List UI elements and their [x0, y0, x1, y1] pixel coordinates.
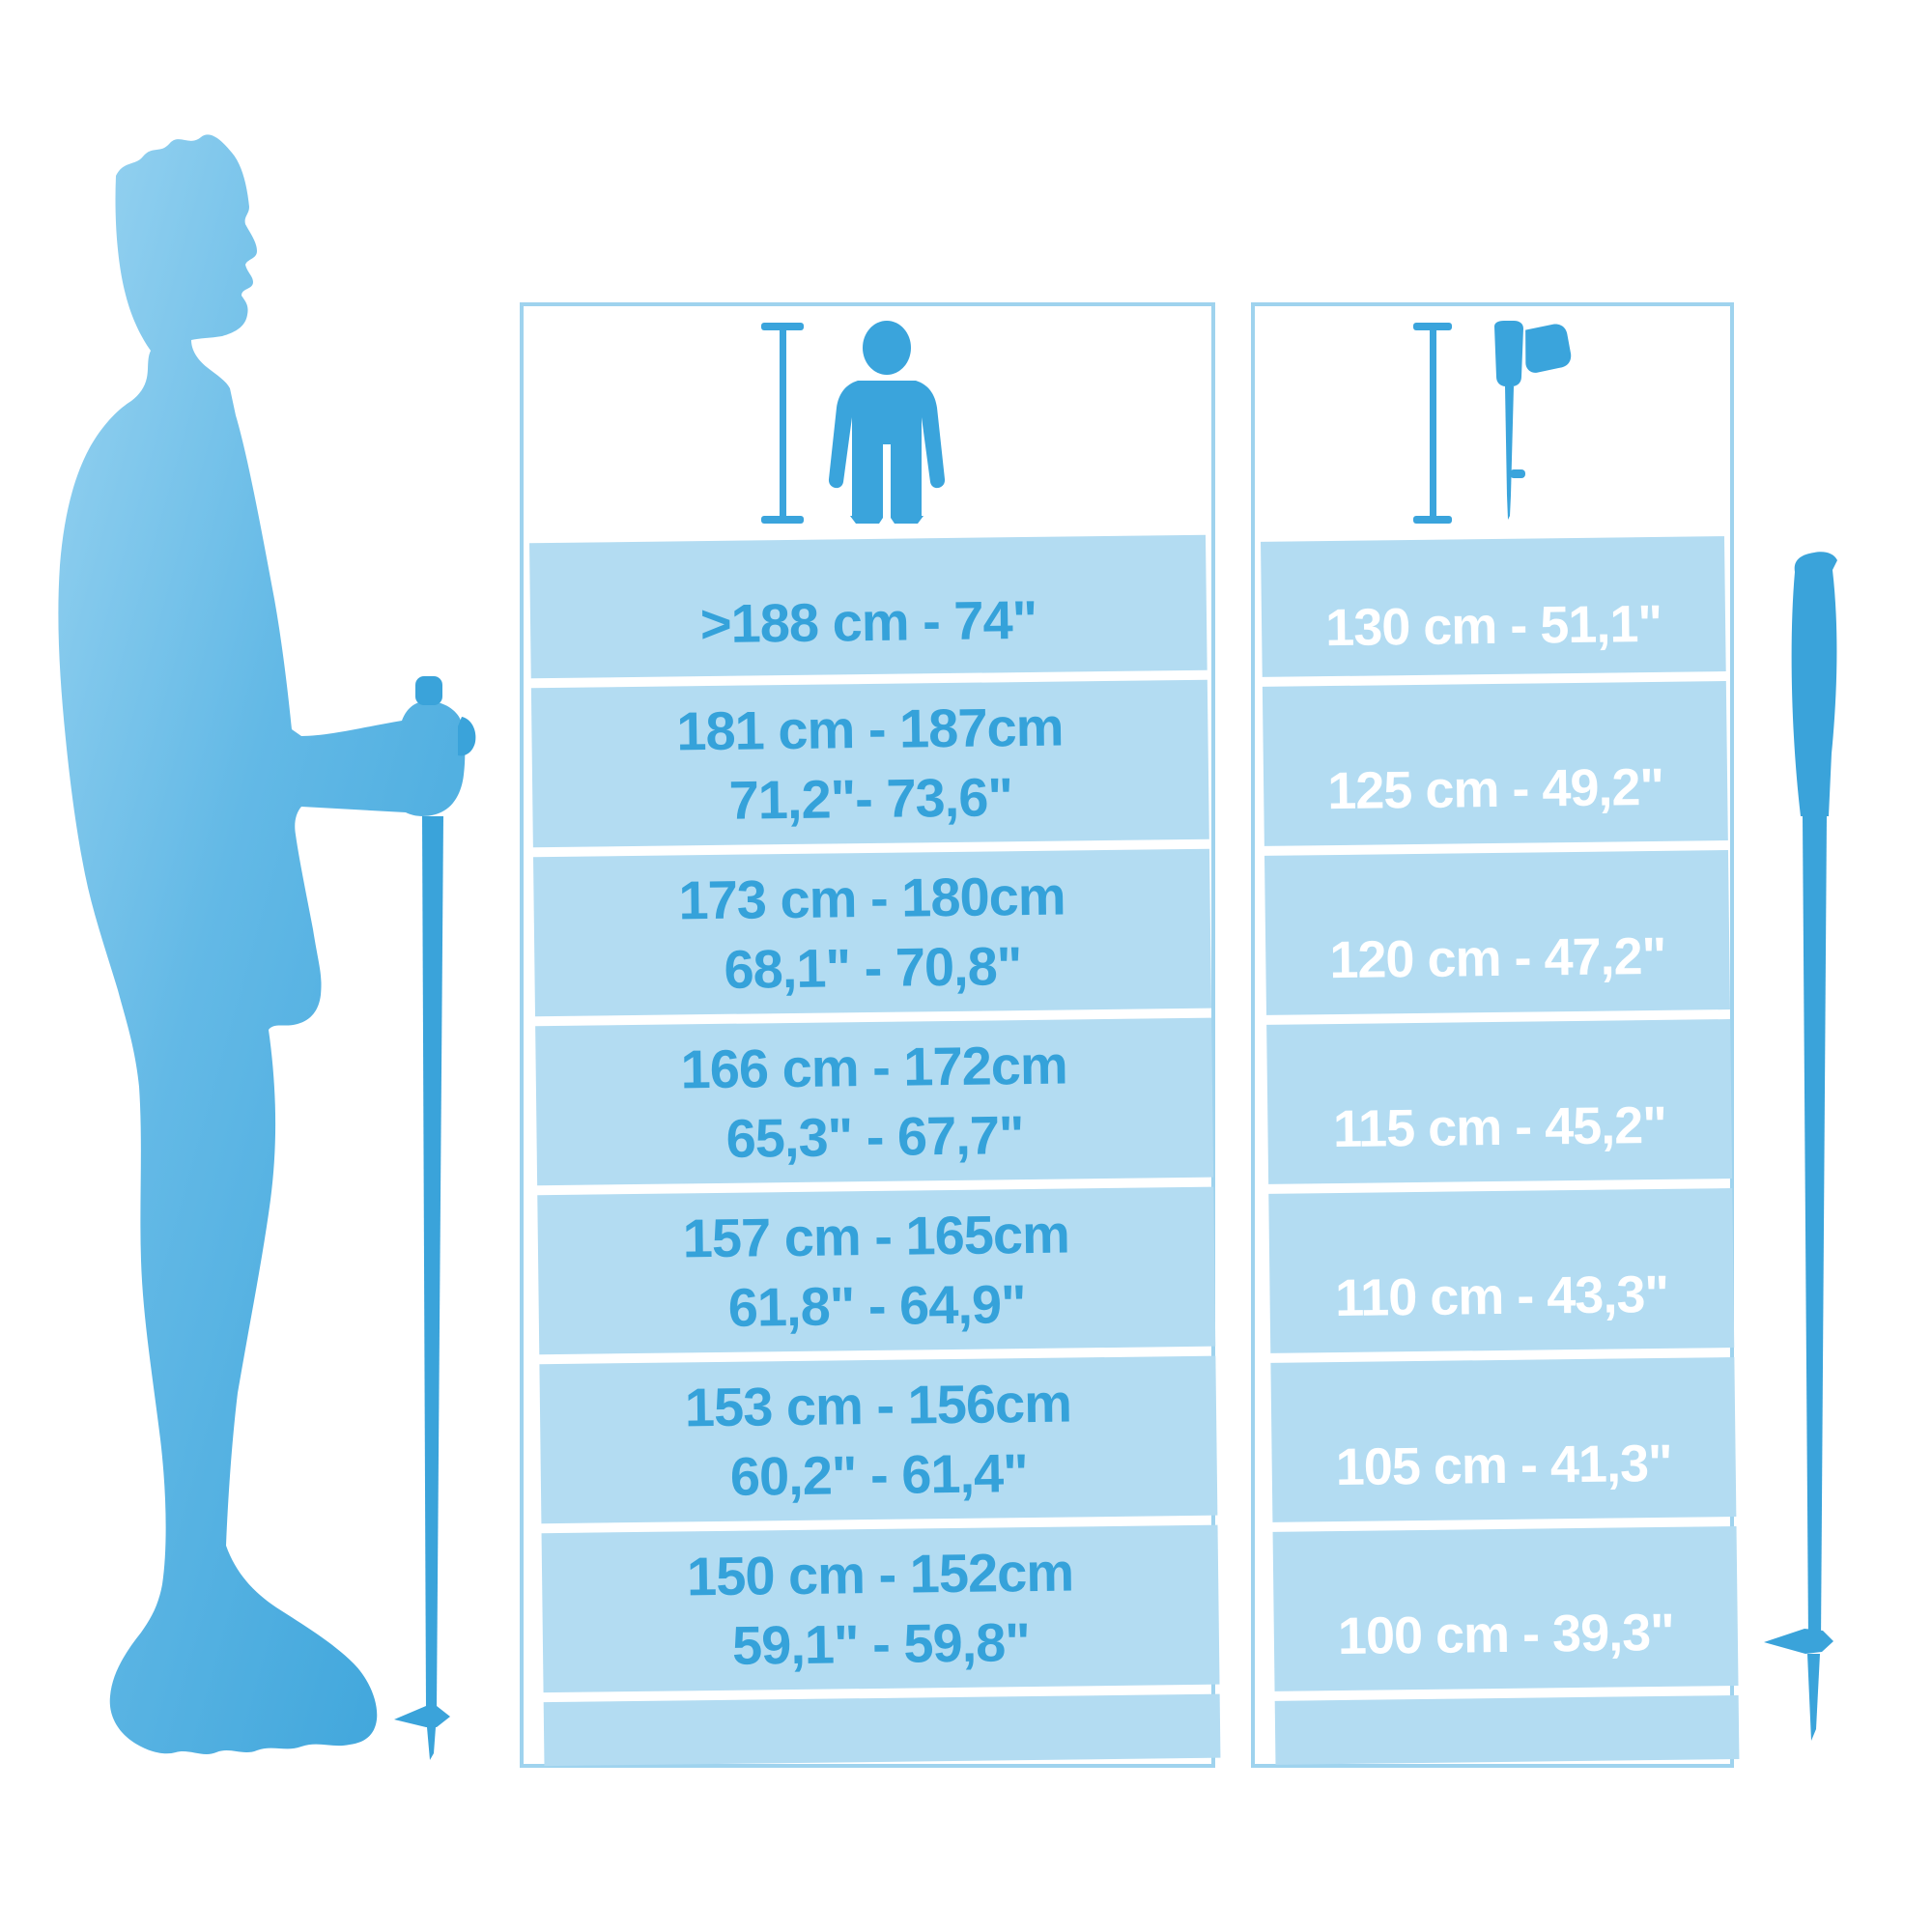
person-height-icon [761, 320, 946, 524]
pole-length-row: 130 cm - 51,1" [1261, 536, 1726, 677]
held-pole [394, 676, 476, 1760]
pole-length-row: 110 cm - 43,3" [1268, 1188, 1735, 1353]
height-range-cm: 181 cm - 187cm [675, 696, 1064, 761]
pole-length-row-empty [1274, 1694, 1740, 1765]
pole-icon [1413, 320, 1572, 524]
height-range-cm: 150 cm - 152cm [686, 1540, 1074, 1606]
pole-length-value: 130 cm - 51,1" [1324, 594, 1662, 658]
pole-length-value: 100 cm - 39,3" [1337, 1603, 1675, 1666]
height-row: 166 cm - 172cm 65,3" - 67,7" [535, 1017, 1214, 1186]
user-height-rows: >188 cm - 74" 181 cm - 187cm 71,2"- 73,6… [524, 534, 1226, 1773]
walking-pole-illustration [1764, 552, 1837, 1741]
user-height-table-header [524, 306, 1211, 539]
height-range-in: 59,1" - 59,8" [731, 1610, 1031, 1676]
pole-length-table-header [1255, 306, 1730, 539]
pole-length-value: 120 cm - 47,2" [1329, 926, 1666, 990]
height-range-cm: 157 cm - 165cm [682, 1203, 1070, 1268]
height-range-cm: >188 cm - 74" [699, 588, 1037, 655]
height-row: 150 cm - 152cm 59,1" - 59,8" [541, 1524, 1220, 1693]
height-range-in: 61,8" - 64,9" [727, 1272, 1026, 1338]
height-row-empty [543, 1693, 1221, 1767]
pole-length-value: 105 cm - 41,3" [1335, 1434, 1672, 1497]
height-row: 173 cm - 180cm 68,1" - 70,8" [532, 848, 1211, 1017]
height-range-in: 68,1" - 70,8" [724, 934, 1022, 1000]
height-row: 153 cm - 156cm 60,2" - 61,4" [539, 1355, 1218, 1524]
pole-length-row: 125 cm - 49,2" [1262, 681, 1728, 846]
pole-length-value: 110 cm - 43,3" [1334, 1264, 1669, 1328]
pole-length-row: 115 cm - 45,2" [1266, 1019, 1733, 1184]
pole-length-row: 105 cm - 41,3" [1270, 1357, 1737, 1522]
pole-length-row: 100 cm - 39,3" [1272, 1525, 1739, 1691]
height-range-in: 60,2" - 61,4" [729, 1441, 1029, 1507]
height-measure-icon [761, 322, 804, 524]
pole-length-row: 120 cm - 47,2" [1264, 850, 1730, 1015]
pole-length-table: 130 cm - 51,1" 125 cm - 49,2" 120 cm - 4… [1251, 302, 1740, 1768]
height-row: >188 cm - 74" [529, 534, 1208, 679]
height-range-cm: 166 cm - 172cm [680, 1034, 1068, 1099]
pole-length-value: 115 cm - 45,2" [1332, 1095, 1667, 1159]
hiker-silhouette [58, 134, 476, 1760]
height-row: 181 cm - 187cm 71,2"- 73,6" [530, 679, 1209, 848]
pole-length-value: 125 cm - 49,2" [1326, 757, 1664, 821]
height-range-cm: 173 cm - 180cm [678, 865, 1065, 930]
pole-measure-icon [1413, 322, 1452, 524]
height-row: 157 cm - 165cm 61,8" - 64,9" [537, 1186, 1216, 1355]
height-range-in: 65,3" - 67,7" [725, 1103, 1024, 1169]
pole-length-rows: 130 cm - 51,1" 125 cm - 49,2" 120 cm - 4… [1255, 536, 1746, 1771]
height-range-in: 71,2"- 73,6" [728, 765, 1013, 831]
height-range-cm: 153 cm - 156cm [684, 1371, 1072, 1437]
user-height-table: >188 cm - 74" 181 cm - 187cm 71,2"- 73,6… [520, 302, 1221, 1768]
